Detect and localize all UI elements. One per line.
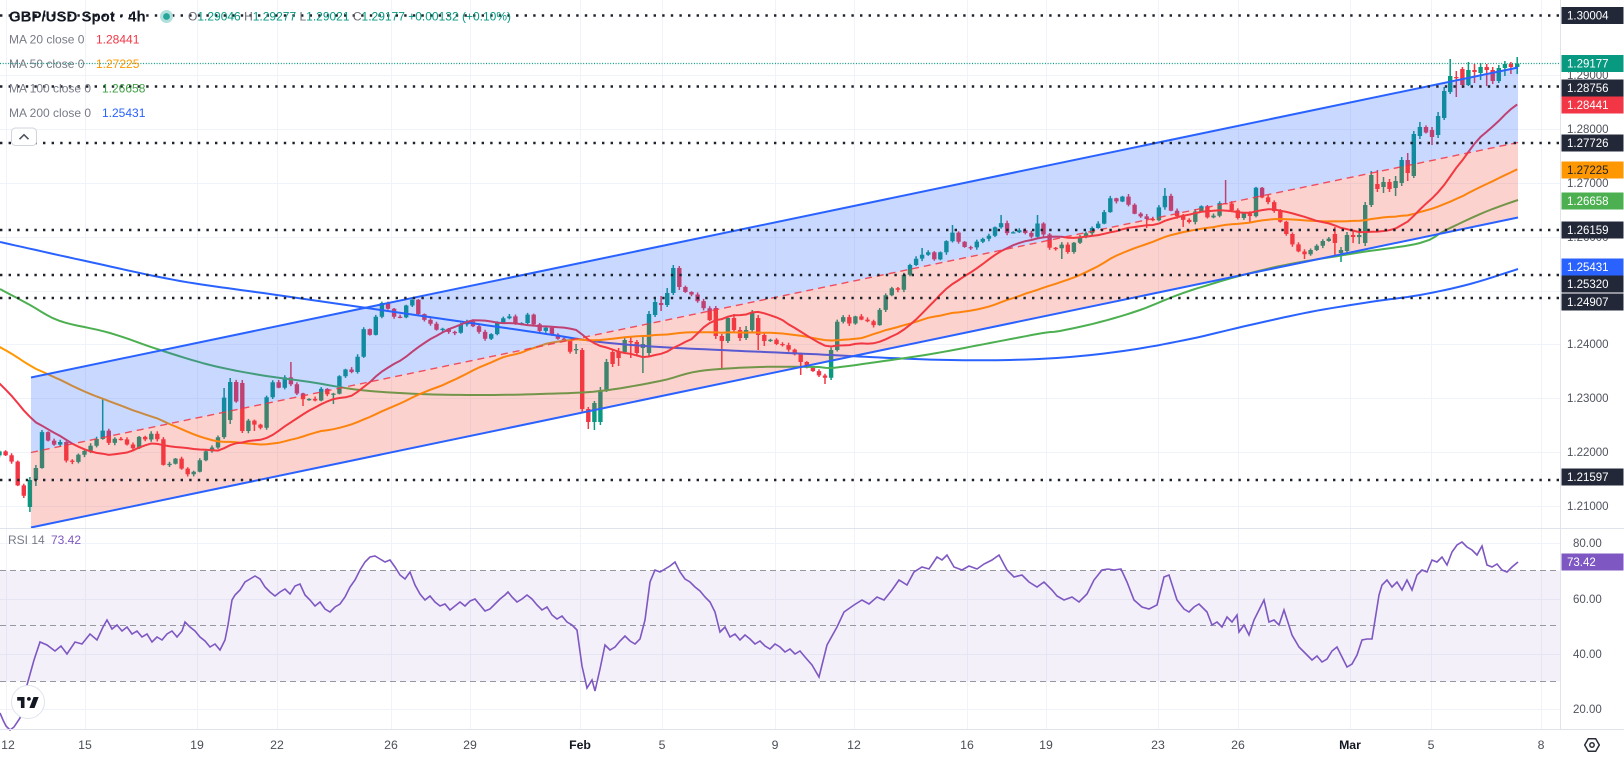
svg-text:O1.29046 H1.29277 L1.29021 C1.: O1.29046 H1.29277 L1.29021 C1.29177 +0.0… — [188, 10, 511, 24]
svg-text:Feb: Feb — [569, 738, 591, 752]
svg-text:1.28441: 1.28441 — [1567, 100, 1609, 112]
svg-text:Mar: Mar — [1339, 738, 1361, 752]
svg-text:1.21597: 1.21597 — [1567, 472, 1609, 484]
svg-text:60.00: 60.00 — [1573, 594, 1602, 606]
svg-text:1.29000: 1.29000 — [1567, 70, 1609, 82]
svg-text:1.27000: 1.27000 — [1567, 178, 1609, 190]
svg-text:1.27225: 1.27225 — [1567, 165, 1609, 177]
svg-text:1.29177: 1.29177 — [1567, 59, 1609, 71]
svg-text:MA 50 close 0: MA 50 close 0 — [9, 57, 85, 71]
svg-text:19: 19 — [1039, 738, 1053, 752]
svg-text:5: 5 — [1428, 738, 1435, 752]
svg-text:1.24000: 1.24000 — [1567, 339, 1609, 351]
svg-text:MA 20 close 0: MA 20 close 0 — [9, 33, 85, 47]
svg-text:1.27225: 1.27225 — [96, 57, 140, 71]
svg-text:1.28000: 1.28000 — [1567, 124, 1609, 136]
svg-text:MA 200 close 0: MA 200 close 0 — [9, 106, 91, 120]
svg-text:12: 12 — [1, 738, 15, 752]
svg-text:1.23000: 1.23000 — [1567, 393, 1609, 405]
svg-text:1.26159: 1.26159 — [1567, 225, 1609, 237]
svg-text:40.00: 40.00 — [1573, 649, 1602, 661]
svg-text:1.28756: 1.28756 — [1567, 83, 1609, 95]
svg-text:15: 15 — [78, 738, 92, 752]
svg-text:80.00: 80.00 — [1573, 538, 1602, 550]
svg-text:22: 22 — [270, 738, 284, 752]
svg-text:1.25431: 1.25431 — [102, 106, 146, 120]
svg-text:1.26658: 1.26658 — [102, 82, 146, 96]
svg-text:1.22000: 1.22000 — [1567, 447, 1609, 459]
svg-text:1.27726: 1.27726 — [1567, 138, 1609, 150]
svg-text:GBP/USD Spot · 4h: GBP/USD Spot · 4h — [9, 9, 146, 26]
svg-text:26: 26 — [1231, 738, 1245, 752]
svg-text:19: 19 — [190, 738, 204, 752]
svg-text:1.25320: 1.25320 — [1567, 279, 1609, 291]
svg-text:1.21000: 1.21000 — [1567, 501, 1609, 513]
svg-text:23: 23 — [1151, 738, 1165, 752]
svg-text:1.25431: 1.25431 — [1567, 262, 1609, 274]
svg-text:MA 100 close 0: MA 100 close 0 — [9, 82, 91, 96]
svg-text:1.26658: 1.26658 — [1567, 196, 1609, 208]
svg-text:26: 26 — [384, 738, 398, 752]
svg-text:12: 12 — [847, 738, 861, 752]
svg-text:20.00: 20.00 — [1573, 704, 1602, 716]
svg-text:1.30004: 1.30004 — [1567, 11, 1609, 23]
svg-text:16: 16 — [960, 738, 974, 752]
svg-text:1.24907: 1.24907 — [1567, 297, 1609, 309]
svg-text:8: 8 — [1538, 738, 1545, 752]
svg-text:73.42: 73.42 — [1567, 557, 1596, 569]
svg-text:73.42: 73.42 — [51, 533, 81, 547]
svg-text:5: 5 — [659, 738, 666, 752]
svg-text:1.28441: 1.28441 — [96, 33, 140, 47]
svg-text:9: 9 — [772, 738, 779, 752]
svg-text:RSI 14: RSI 14 — [8, 533, 45, 547]
svg-text:29: 29 — [463, 738, 477, 752]
